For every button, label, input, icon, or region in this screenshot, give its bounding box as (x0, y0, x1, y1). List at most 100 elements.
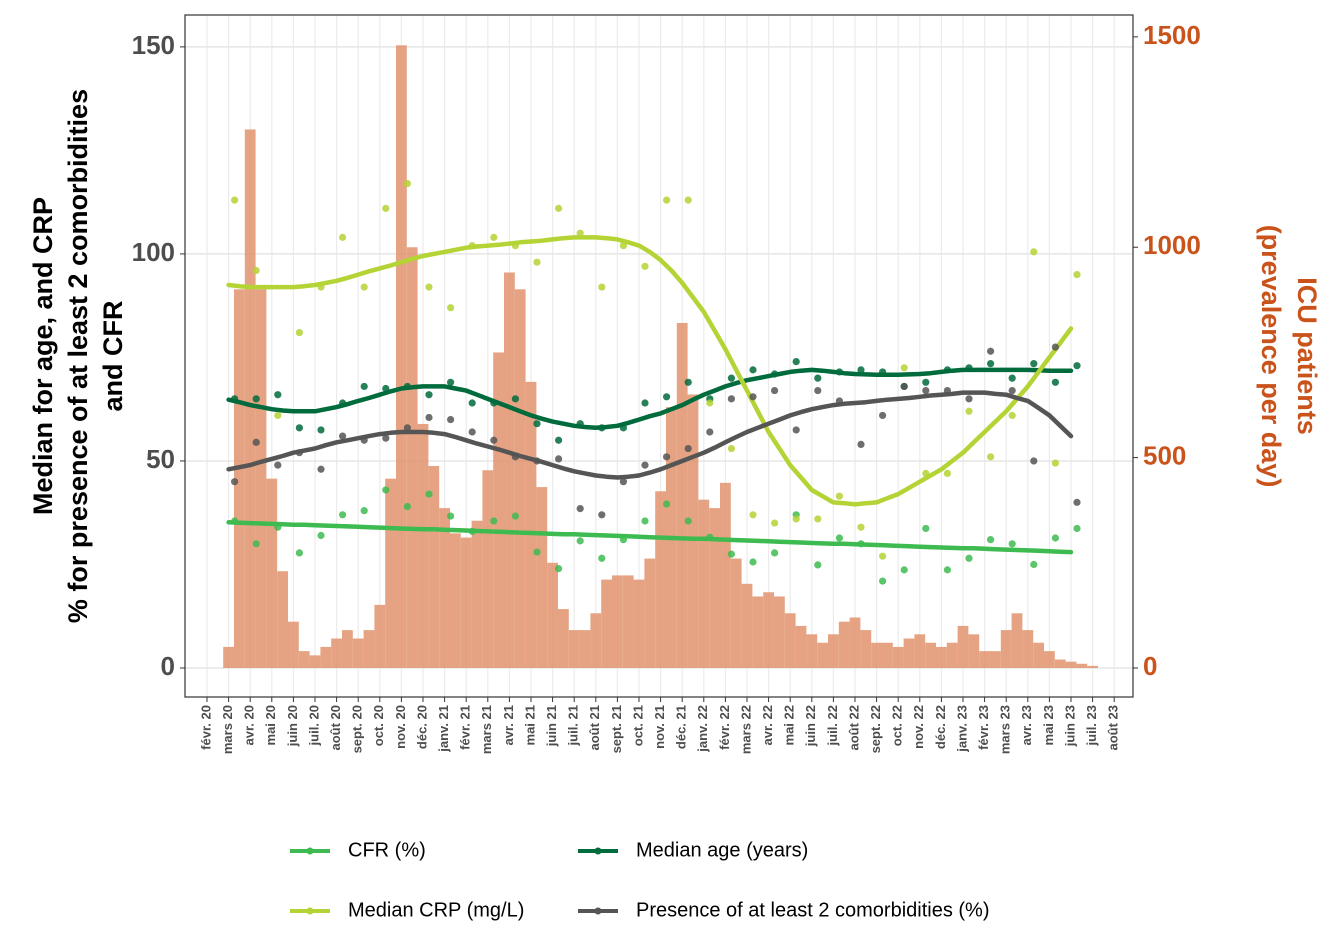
x-tick-label: juin 22 (803, 705, 818, 747)
x-tick-label: janv. 21 (436, 705, 451, 753)
data-point (814, 386, 822, 395)
data-point (792, 515, 800, 523)
trend-line (226, 367, 1074, 431)
data-point (619, 242, 628, 250)
icu-bar (676, 322, 688, 668)
icu-bar (784, 613, 796, 668)
data-point (1008, 411, 1016, 420)
data-point (490, 436, 498, 444)
data-point (425, 490, 433, 498)
icu-bar (968, 634, 980, 668)
trend-line (226, 520, 1074, 555)
data-point (511, 512, 519, 520)
data-point (835, 368, 844, 376)
data-point (879, 411, 887, 420)
icu-bar (979, 651, 990, 668)
x-tick-label: janv. 23 (954, 705, 969, 753)
data-point (360, 283, 368, 291)
data-point (792, 357, 800, 366)
icu-bar (277, 571, 288, 668)
data-point (1051, 534, 1059, 542)
data-point (835, 534, 844, 542)
x-tick-label: mai 21 (522, 705, 537, 745)
icu-bar (752, 596, 764, 668)
data-point (252, 395, 260, 403)
data-point (231, 395, 239, 403)
icu-bar (514, 289, 526, 668)
legend: CFR (%) Median age (years) Median CRP (mg/… (290, 839, 990, 921)
y-tick-label: 0 (161, 651, 175, 681)
icu-bar (871, 642, 882, 668)
data-point (663, 196, 671, 204)
data-point (360, 507, 368, 515)
x-tick-label: juin 21 (544, 705, 559, 747)
x-tick-label: juil. 20 (306, 705, 321, 746)
data-point (403, 382, 411, 391)
y2-axis-label: ICU patients (1292, 277, 1322, 435)
y-axis-label: Median for age, and CRP (28, 197, 58, 515)
data-point (706, 399, 714, 407)
data-point (1073, 498, 1081, 506)
icu-bar (892, 646, 904, 668)
icu-bar (1076, 663, 1088, 668)
icu-bar (288, 621, 299, 668)
x-tick-label: sept. 20 (350, 705, 365, 753)
icu-bar (730, 558, 742, 668)
data-point (231, 196, 239, 204)
x-tick-label: juil. 23 (1084, 705, 1099, 746)
data-point (771, 519, 779, 527)
data-point (857, 440, 865, 449)
data-point (965, 364, 973, 372)
y2-tick-label: 1500 (1143, 20, 1201, 50)
x-tick-label: avr. 22 (760, 705, 775, 746)
data-point (555, 565, 563, 573)
data-point (555, 455, 563, 463)
icu-bar (763, 592, 774, 668)
data-point (619, 536, 628, 544)
icu-bar (482, 470, 494, 668)
data-point (425, 413, 433, 422)
icu-bar (266, 478, 278, 668)
data-point (511, 453, 519, 461)
data-point (835, 492, 844, 500)
legend-dot (594, 847, 602, 855)
icu-bar (439, 508, 450, 668)
data-point (1030, 360, 1038, 368)
x-tick-label: nov. 22 (911, 705, 926, 749)
icu-bar (817, 642, 828, 668)
data-point (943, 566, 952, 574)
data-point (879, 368, 887, 376)
data-point (965, 395, 973, 403)
y-tick-label: 50 (146, 444, 175, 474)
x-tick-label: juil. 21 (566, 705, 581, 746)
data-point (490, 517, 498, 525)
icu-bar (396, 45, 407, 668)
icu-bar (990, 651, 1001, 668)
icu-bar (1000, 630, 1012, 668)
plot-frame (184, 14, 1134, 698)
data-point (360, 382, 368, 391)
data-point (598, 511, 606, 519)
data-point (382, 434, 390, 442)
icu-bar (298, 651, 310, 668)
icu-bar (255, 289, 267, 668)
data-point (987, 453, 995, 461)
icu-bar (622, 575, 634, 668)
icu-bar (309, 655, 321, 668)
data-point (490, 399, 498, 407)
data-point (943, 366, 952, 374)
data-point (598, 554, 606, 562)
y-tick-label: 150 (132, 30, 175, 60)
data-point (317, 531, 325, 540)
data-point (447, 512, 455, 520)
data-point (317, 426, 325, 434)
icu-bar (644, 558, 656, 668)
data-point (511, 395, 519, 403)
x-tick-label: avr. 20 (242, 705, 257, 746)
data-point (663, 393, 671, 401)
data-point (295, 549, 303, 557)
data-point (533, 258, 541, 266)
icu-bar (860, 630, 872, 668)
icu-bar (903, 638, 915, 668)
